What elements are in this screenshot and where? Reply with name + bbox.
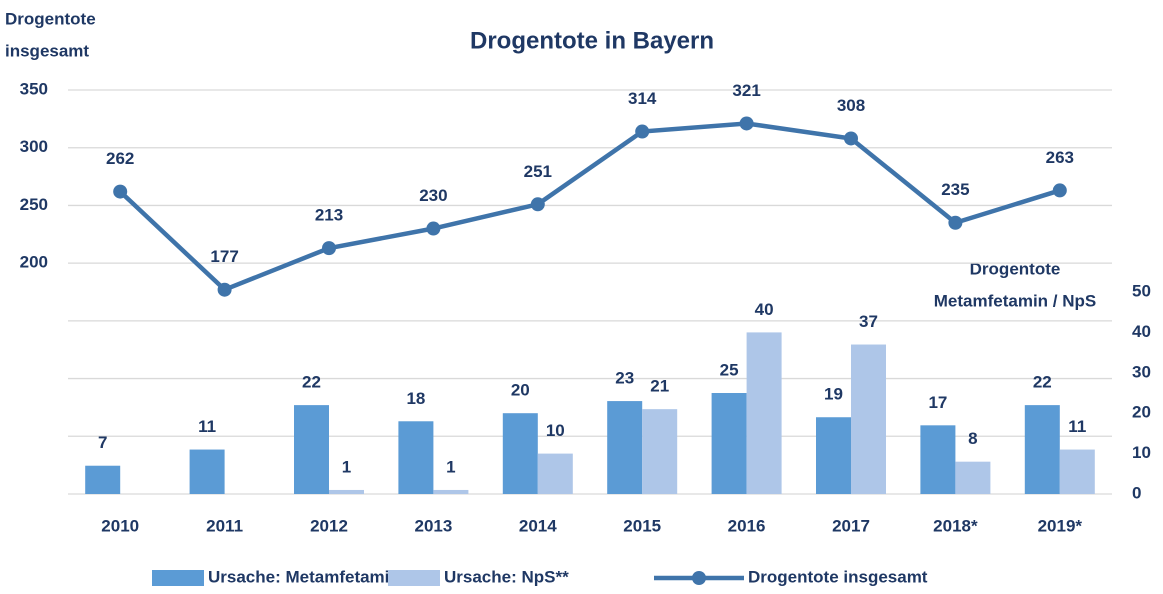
data-label: 23 bbox=[615, 369, 634, 388]
y2-tick-label: 10 bbox=[1132, 443, 1151, 462]
line-marker bbox=[844, 131, 858, 146]
bar bbox=[920, 425, 956, 494]
data-label: 251 bbox=[524, 162, 552, 181]
y2-axis-title: Drogentote bbox=[970, 259, 1061, 278]
x-tick-label: 2013 bbox=[414, 516, 452, 535]
y-axis-title: Drogentote bbox=[5, 9, 96, 28]
legend-swatch bbox=[692, 571, 706, 585]
bar bbox=[642, 409, 678, 494]
data-label: 11 bbox=[1068, 417, 1086, 436]
line-marker bbox=[113, 184, 128, 199]
chart-title: Drogentote in Bayern bbox=[470, 27, 714, 54]
x-tick-label: 2010 bbox=[101, 516, 139, 535]
data-label: 18 bbox=[406, 389, 425, 408]
x-tick-label: 2012 bbox=[310, 516, 348, 535]
line-marker bbox=[426, 221, 441, 236]
bar bbox=[746, 332, 782, 494]
data-label: 262 bbox=[106, 149, 134, 168]
data-label: 308 bbox=[837, 96, 865, 115]
line-marker bbox=[322, 241, 336, 256]
data-label: 8 bbox=[968, 429, 977, 448]
y2-tick-label: 0 bbox=[1132, 483, 1141, 502]
legend-swatch bbox=[152, 570, 204, 586]
bar bbox=[537, 453, 573, 494]
data-label: 11 bbox=[198, 417, 216, 436]
data-label: 314 bbox=[628, 89, 657, 108]
bar bbox=[329, 489, 364, 494]
x-tick-label: 2018* bbox=[933, 516, 978, 535]
x-tick-label: 2015 bbox=[623, 516, 661, 535]
bar bbox=[398, 421, 434, 494]
data-label: 1 bbox=[342, 457, 351, 476]
data-label: 17 bbox=[928, 393, 947, 412]
data-label: 7 bbox=[98, 433, 107, 452]
line-marker bbox=[635, 124, 650, 139]
data-label: 10 bbox=[546, 421, 565, 440]
data-label: 22 bbox=[302, 373, 321, 392]
data-label: 235 bbox=[941, 180, 969, 199]
y-tick-label: 350 bbox=[20, 79, 48, 98]
y2-axis-title: Metamfetamin / NpS bbox=[934, 291, 1096, 310]
y2-tick-label: 50 bbox=[1132, 281, 1151, 300]
y-tick-label: 300 bbox=[20, 137, 48, 156]
legend-label: Ursache: NpS** bbox=[444, 567, 569, 586]
data-label: 20 bbox=[511, 381, 530, 400]
x-tick-label: 2011 bbox=[206, 516, 243, 535]
legend-label: Ursache: Metamfetamin bbox=[208, 567, 400, 586]
bar bbox=[955, 461, 991, 494]
data-label: 40 bbox=[755, 300, 774, 319]
x-tick-label: 2017 bbox=[832, 516, 870, 535]
y2-tick-label: 20 bbox=[1132, 403, 1151, 422]
data-label: 230 bbox=[419, 186, 447, 205]
y-tick-label: 250 bbox=[20, 195, 48, 214]
y2-tick-label: 40 bbox=[1132, 322, 1151, 341]
bar bbox=[294, 405, 329, 494]
bar bbox=[433, 489, 469, 494]
data-label: 321 bbox=[732, 81, 760, 100]
data-label: 1 bbox=[446, 457, 455, 476]
y2-tick-label: 30 bbox=[1132, 362, 1151, 381]
bar bbox=[502, 413, 538, 494]
legend-swatch bbox=[388, 570, 440, 586]
bar bbox=[85, 465, 121, 494]
bar bbox=[607, 401, 643, 494]
bar bbox=[1024, 405, 1060, 494]
line-marker bbox=[217, 282, 232, 297]
bar bbox=[816, 417, 851, 494]
line-marker bbox=[1052, 183, 1067, 198]
x-tick-label: 2016 bbox=[728, 516, 766, 535]
data-label: 25 bbox=[720, 360, 739, 379]
data-label: 263 bbox=[1046, 148, 1074, 167]
y-axis-title: insgesamt bbox=[5, 41, 89, 60]
data-label: 22 bbox=[1033, 373, 1052, 392]
line-marker bbox=[739, 116, 754, 131]
bar bbox=[189, 449, 225, 494]
x-tick-label: 2019* bbox=[1038, 516, 1083, 535]
data-label: 37 bbox=[859, 312, 878, 331]
data-label: 19 bbox=[824, 385, 843, 404]
data-label: 213 bbox=[315, 206, 343, 225]
line-marker bbox=[948, 215, 963, 230]
legend-label: Drogentote insgesamt bbox=[748, 567, 928, 586]
line-marker bbox=[530, 197, 545, 212]
bar bbox=[711, 393, 747, 494]
y-tick-label: 200 bbox=[20, 253, 48, 272]
data-label: 177 bbox=[210, 247, 238, 266]
bar bbox=[1059, 449, 1095, 494]
data-label: 21 bbox=[650, 377, 669, 396]
x-tick-label: 2014 bbox=[519, 516, 557, 535]
bar bbox=[851, 344, 886, 494]
line bbox=[118, 121, 1061, 293]
